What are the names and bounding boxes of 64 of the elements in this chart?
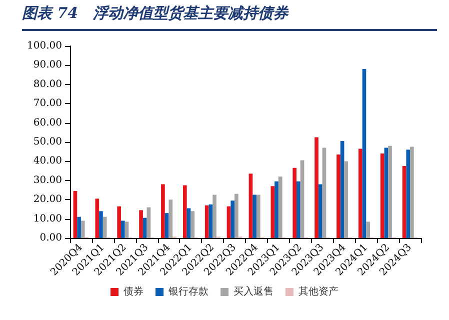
bar	[168, 200, 173, 238]
bar	[344, 161, 348, 238]
y-tick-label: 30.00	[33, 174, 62, 186]
bar	[380, 154, 384, 238]
bar	[124, 222, 129, 238]
y-tick-label: 60.00	[33, 117, 62, 128]
y-tick-label: 40.00	[33, 156, 62, 167]
bar	[80, 220, 85, 238]
bar	[388, 146, 392, 238]
bar	[336, 154, 340, 238]
bar	[300, 160, 304, 238]
legend-label: 债券	[124, 286, 144, 298]
bar	[139, 210, 143, 238]
bar	[274, 181, 278, 238]
legend-label: 银行存款	[168, 286, 208, 298]
y-tick-label: 20.00	[33, 194, 62, 206]
bar	[204, 205, 209, 238]
bar	[182, 185, 187, 238]
bar	[322, 148, 326, 238]
bar	[252, 194, 256, 238]
bar	[278, 176, 282, 238]
bar	[384, 148, 388, 238]
legend-label: 买入返售	[234, 286, 274, 298]
bar	[95, 198, 100, 238]
bar	[164, 213, 169, 238]
bar	[358, 148, 362, 238]
bar	[117, 206, 122, 238]
chart-title: 图表 74 浮动净值型货基主要减持债券	[22, 4, 437, 31]
bar	[190, 211, 194, 238]
bar	[248, 174, 253, 238]
bar	[212, 194, 216, 238]
bar	[230, 200, 235, 238]
bar	[340, 141, 344, 238]
bar	[362, 69, 366, 238]
bar	[402, 166, 406, 238]
y-tick-label: 0.00	[40, 232, 62, 244]
bar	[121, 220, 125, 238]
y-tick-label: 70.00	[33, 98, 62, 110]
bar	[410, 146, 414, 238]
y-tick-label: 10.00	[33, 213, 62, 224]
bar	[406, 150, 410, 238]
bar	[292, 168, 297, 238]
bar	[146, 207, 151, 238]
bar	[77, 216, 81, 238]
bar	[234, 194, 238, 238]
y-tick-label: 80.00	[33, 78, 62, 90]
y-tick-label: 50.00	[33, 136, 62, 148]
bar	[226, 206, 231, 238]
y-tick-label: 100.00	[27, 40, 62, 52]
bar	[314, 137, 318, 238]
bar	[296, 181, 300, 238]
bar	[142, 218, 147, 238]
bar	[186, 208, 191, 238]
bar	[318, 184, 322, 238]
y-tick-label: 90.00	[33, 60, 62, 71]
bar	[366, 222, 370, 238]
bar	[161, 184, 165, 238]
bar	[99, 211, 103, 238]
legend-label: 其他资产	[298, 286, 338, 298]
bar	[73, 190, 78, 238]
bar	[102, 216, 107, 238]
bar	[256, 194, 260, 238]
bar	[270, 186, 275, 238]
bar	[208, 204, 213, 238]
